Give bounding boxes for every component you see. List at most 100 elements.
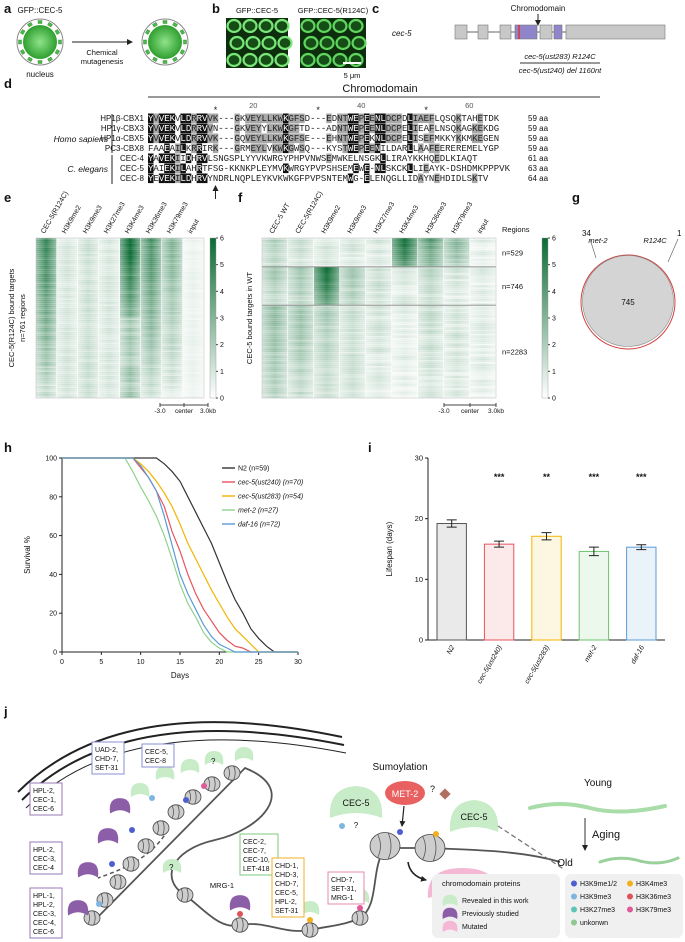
heat-band — [57, 254, 78, 257]
heat-band — [36, 392, 57, 395]
residues: LSNGSPLYYVKWRGYPHPVNWSEMWKELNSGK — [207, 154, 380, 164]
heat-band — [392, 295, 418, 298]
profile-label: 3.0kb — [200, 408, 216, 415]
heat-band — [470, 305, 496, 308]
heat-band — [470, 315, 496, 318]
conservation — [148, 113, 154, 124]
heat-band — [78, 336, 99, 339]
heat-band — [418, 383, 444, 387]
heat-band — [120, 354, 141, 357]
heat-band — [57, 318, 78, 321]
heat-band — [262, 307, 288, 310]
heat-band — [418, 329, 444, 332]
nucleus-image — [300, 18, 316, 34]
heat-band — [288, 305, 314, 308]
protein-box — [29, 782, 63, 816]
heat-band — [470, 323, 496, 326]
residues: AI — [153, 164, 164, 174]
conservation — [175, 143, 181, 154]
heat-band — [418, 341, 444, 344]
conservation — [347, 123, 354, 134]
heat-band — [183, 356, 204, 359]
heat-band — [340, 293, 366, 296]
heat-band — [120, 342, 141, 345]
heat-band — [262, 331, 288, 334]
heat-band — [314, 276, 340, 280]
heat-band — [120, 278, 141, 281]
heat-band — [141, 394, 162, 397]
heat-band — [366, 240, 392, 243]
heat-band — [162, 344, 183, 347]
heat-band — [57, 320, 78, 323]
heat-band — [340, 385, 366, 389]
heat-band — [183, 338, 204, 341]
heat-band — [314, 311, 340, 314]
heat-band — [183, 376, 204, 379]
heat-band — [162, 372, 183, 375]
heat-band — [314, 293, 340, 296]
heat-band — [78, 316, 99, 319]
heat-band — [470, 289, 496, 292]
heat-band — [470, 266, 496, 270]
residues: GFTD---ADNT — [288, 124, 348, 134]
x-tick-label: daf-16 — [630, 644, 646, 665]
residues: Y — [148, 164, 154, 174]
heat-band — [162, 238, 183, 241]
heat-band — [262, 264, 288, 268]
heat-band — [57, 376, 78, 379]
heat-band — [366, 260, 392, 263]
heat-band — [314, 307, 340, 310]
heat-band — [183, 248, 204, 251]
heat-band — [162, 376, 183, 379]
heat-band — [392, 276, 418, 280]
box-line: CHD-7, — [331, 877, 354, 884]
heat-band — [262, 361, 288, 365]
column-label: H3K4me3 — [399, 204, 421, 235]
dna-wrap — [171, 804, 180, 820]
heat-band — [120, 394, 141, 397]
heat-band — [120, 298, 141, 301]
granule — [183, 39, 187, 45]
heat-band — [99, 312, 120, 315]
heat-band — [340, 244, 366, 247]
leader — [667, 238, 679, 263]
heat-band — [183, 354, 204, 357]
heat-band — [120, 328, 141, 331]
heat-band — [418, 248, 444, 251]
heat-band — [99, 304, 120, 307]
heat-band — [162, 308, 183, 311]
nucleus-image — [316, 52, 332, 68]
heat-band — [141, 306, 162, 309]
heat-band — [288, 244, 314, 247]
heat-band — [340, 317, 366, 320]
heat-band — [418, 355, 444, 358]
length-label: 59 aa — [528, 114, 549, 123]
exon — [514, 24, 538, 40]
dna-wrap — [156, 820, 165, 836]
heat-band — [262, 347, 288, 350]
heat-band — [366, 319, 392, 322]
heat-band — [141, 346, 162, 349]
heat-band — [183, 346, 204, 349]
heat-band — [99, 298, 120, 301]
residues: Y — [148, 114, 154, 124]
heat-band — [57, 354, 78, 357]
conservation — [369, 123, 375, 134]
stage-label: Aging — [592, 829, 620, 841]
heat-band — [340, 341, 366, 344]
heat-band — [78, 248, 99, 251]
heat-band — [162, 302, 183, 305]
heat-band — [288, 252, 314, 255]
heat-band — [36, 254, 57, 257]
heat-band — [141, 348, 162, 351]
heat-band — [418, 393, 444, 397]
heat-band — [444, 327, 470, 330]
histone-mark — [149, 795, 155, 801]
heat-band — [78, 318, 99, 321]
box-line: SET-31, — [331, 886, 356, 893]
heat-band — [141, 290, 162, 293]
heat-band — [141, 258, 162, 261]
heat-band — [444, 389, 470, 393]
heat-band — [36, 286, 57, 289]
heat-band — [57, 262, 78, 265]
